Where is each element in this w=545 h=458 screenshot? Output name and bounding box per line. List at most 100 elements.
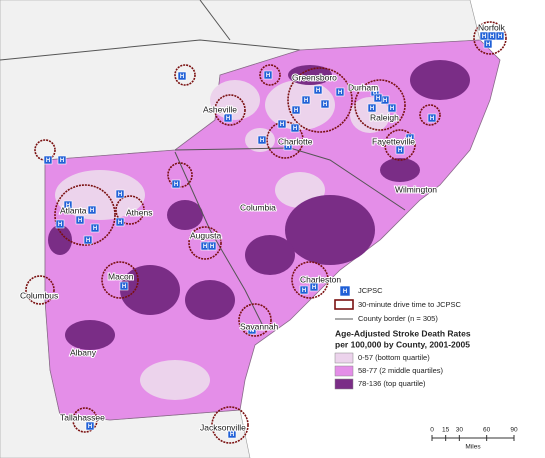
hospital-icon [387,103,397,113]
hospital-icon [299,285,309,295]
county-region [65,320,115,350]
hospital-icon [263,70,273,80]
hospital-icon-letter: H [286,144,290,150]
hospital-icon [247,325,257,335]
legend-label: County border (n = 305) [358,314,438,323]
hospital-icon [320,99,330,109]
hospital-icon-letter: H [118,192,122,198]
state-border [174,151,266,331]
city-label: Charlotte [278,136,313,146]
legend-title: Age-Adjusted Stroke Death Rates [335,328,471,338]
hospital-icon-letter: H [498,34,502,40]
hospital-icon [495,31,505,41]
hospital-icon-letter: H [226,116,230,122]
legend-icon [339,285,351,297]
scale-tick-label: 15 [442,427,450,434]
legend-label: 0-57 (bottom quartile) [358,353,430,362]
county-region [288,65,332,85]
scale-tick-label: 30 [456,427,464,434]
hospital-icon-letter: H [482,34,486,40]
legend-label: 78-136 (top quartile) [358,379,426,388]
hospital-icon-letter: H [490,34,494,40]
state-line [0,39,301,61]
hospital-icon-letter: H [122,284,126,290]
hospital-icon-letter: H [203,244,207,250]
legend-icon-letter: H [343,289,347,295]
legend-title: per 100,000 by County, 2001-2005 [335,339,470,349]
legend-box [330,283,525,395]
city-label: Greensboro [292,72,337,82]
legend-swatch [334,299,354,310]
hospital-icon-letter: H [390,106,394,112]
hospital-icon-letter: H [294,108,298,114]
city-label: Asheville [203,104,237,114]
hospital-icon-letter: H [266,73,270,79]
city-label: Norfolk [478,22,506,32]
hospital-icon [291,105,301,115]
state-line [199,0,231,41]
city-label: Wilmington [395,184,437,194]
hospital-icon-letter: H [66,203,70,209]
hospital-icon-letter: H [302,288,306,294]
scale-bar: 0 15 30 60 90 Miles [430,427,518,451]
hospital-icon [335,87,345,97]
legend-label: 30-minute drive time to JCPSC [358,300,462,309]
hospital-icon [43,155,53,165]
city-label: Albany [70,347,97,357]
city-label: Charleston [300,274,341,284]
city-label: Tallahassee [60,412,105,422]
hospital-icon [83,235,93,245]
county-region [167,200,203,230]
hospital-icon-letter: H [174,182,178,188]
hospital-icon-letter: H [180,74,184,80]
hospital-icon [90,223,100,233]
hospital-icon [483,39,493,49]
county-region [185,280,235,320]
hospital-icon [57,155,67,165]
county-region [380,158,420,182]
hospital-icon [290,123,300,133]
hospital-icon-letter: H [430,116,434,122]
hospital-icon-letter: H [93,226,97,232]
legend-swatch [334,378,354,390]
county-region [410,60,470,100]
hospital-icon-letter: H [88,424,92,430]
city-label: Columbus [20,290,58,300]
hospital-icon [309,282,319,292]
hospital-icon-letter: H [250,328,254,334]
hospital-icon-letter: H [46,158,50,164]
city-label: Atlanta [60,205,87,215]
hospital-icon [227,429,237,439]
hospital-icon-letter: H [370,106,374,112]
hospital-icon-letter: H [118,220,122,226]
city-label: Fayetteville [372,136,415,146]
hospital-icon-letter: H [78,218,82,224]
hospital-icon-letter: H [338,90,342,96]
hospital-icon [277,119,287,129]
city-label: Macon [108,271,134,281]
hospital-icon [177,71,187,81]
hospital-icon-letter: H [90,208,94,214]
hospital-icon [223,113,233,123]
hospital-icon [115,217,125,227]
legend-swatch [334,352,354,364]
hospital-icon [75,215,85,225]
hospital-icon [301,95,311,105]
scale-tick-label: 90 [510,427,518,434]
hospital-icon-letter: H [323,102,327,108]
legend: H JCPSC 30-minute drive time to JCPSC Co… [330,283,525,395]
hospital-icon-letter: H [260,138,264,144]
hospital-icon-letter: H [312,285,316,291]
county-region [210,80,260,120]
hospital-icon-letter: H [486,42,490,48]
hospital-icon-letter: H [58,222,62,228]
city-label: Athens [126,207,152,217]
hospital-icon [171,179,181,189]
hospital-icon-letter: H [398,148,402,154]
hospital-icon [367,103,377,113]
hospital-icon [283,141,293,151]
hospital-icon-letter: H [293,126,297,132]
hospital-icon [55,219,65,229]
